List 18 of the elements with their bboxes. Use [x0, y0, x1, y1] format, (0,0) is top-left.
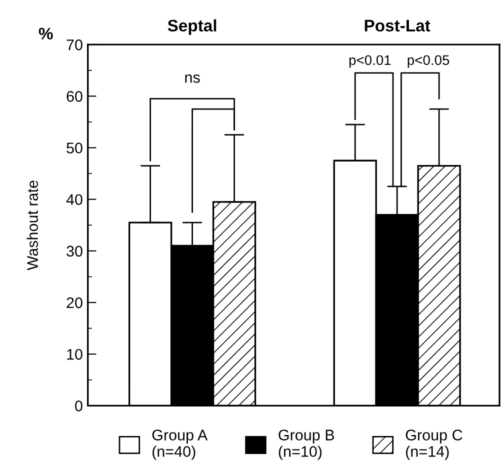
annotation: p<0.01: [349, 55, 391, 68]
x-tick-label: Septal: [168, 19, 216, 35]
x-tick-label: Post-Lat: [364, 20, 430, 32]
y-tick-label: 60: [66, 91, 82, 102]
y-tick-label: 30: [66, 246, 82, 257]
legend-label: Group C (n=14): [406, 430, 462, 460]
y-axis-title: Washout rate: [26, 180, 38, 270]
y-tick-label: 20: [66, 297, 82, 308]
text: %: [38, 28, 53, 40]
y-tick-label: 10: [67, 348, 82, 360]
y-tick-label: 0: [75, 400, 82, 412]
y-tick-label: 40: [66, 194, 82, 206]
y-tick-label: 70: [66, 39, 82, 50]
legend-label: Group A (n=40): [152, 430, 208, 460]
legend-label: Group B (n=10): [278, 430, 334, 460]
y-tick-label: 50: [66, 142, 82, 154]
annotation: ns: [185, 74, 200, 83]
annotation: p<0.05: [408, 55, 450, 68]
